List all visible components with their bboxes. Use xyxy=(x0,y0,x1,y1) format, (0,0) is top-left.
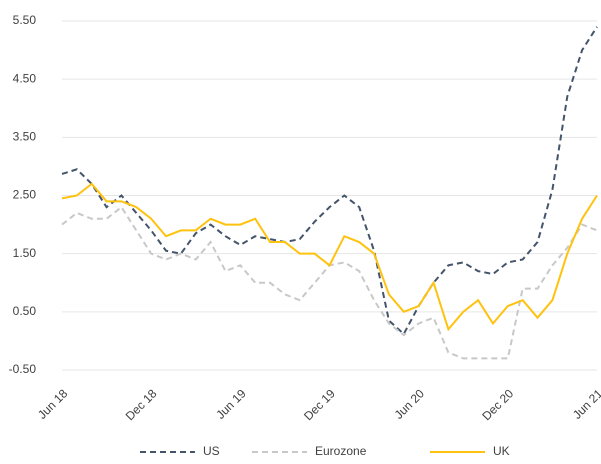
y-tick-label: 0.50 xyxy=(13,304,37,318)
y-tick-label: 4.50 xyxy=(13,71,37,85)
x-tick-label: Jun 18 xyxy=(35,386,71,422)
y-tick-label: -0.50 xyxy=(9,362,37,376)
series-line xyxy=(61,26,598,336)
x-tick-label: Dec 18 xyxy=(123,386,160,423)
series-line xyxy=(61,205,598,360)
legend-label: UK xyxy=(493,444,510,458)
x-tick-label: Dec 19 xyxy=(301,386,338,423)
x-tick-label: Jun 19 xyxy=(213,386,249,422)
y-tick-label: 3.50 xyxy=(13,130,37,144)
x-tick-label: Jun 20 xyxy=(392,386,428,422)
y-tick-label: 5.50 xyxy=(13,13,37,27)
legend-label: Eurozone xyxy=(315,444,367,458)
y-tick-label: 1.50 xyxy=(13,246,37,260)
y-tick-label: 2.50 xyxy=(13,188,37,202)
legend-label: US xyxy=(203,444,220,458)
series-line xyxy=(61,182,598,332)
x-tick-label: Jun 21 xyxy=(570,386,601,422)
x-tick-label: Dec 20 xyxy=(479,386,516,423)
